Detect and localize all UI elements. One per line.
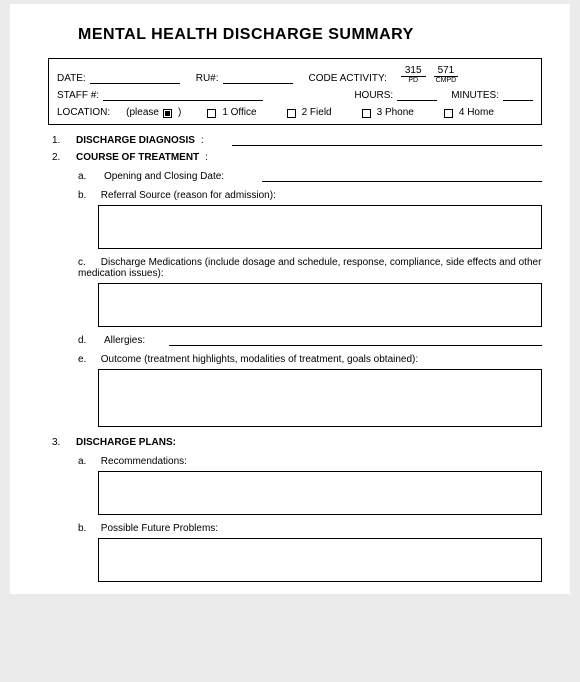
s2a-text: Opening and Closing Date: (104, 171, 224, 182)
s2c-letter: c. (78, 257, 98, 268)
s2a: a. Opening and Closing Date: (78, 171, 542, 182)
staff-label: STAFF #: (57, 90, 99, 101)
header-box: DATE: RU#: CODE ACTIVITY: 315 PD 571 CMP… (48, 58, 542, 125)
s2c-textbox[interactable] (98, 283, 542, 327)
s2e-textbox[interactable] (98, 369, 542, 427)
header-row-3: LOCATION: (please ) 1 Office 2 Field 3 P… (57, 107, 533, 118)
s3b: b. Possible Future Problems: (78, 523, 542, 534)
s3a-text: Recommendations: (101, 456, 187, 467)
header-row-1: DATE: RU#: CODE ACTIVITY: 315 PD 571 CMP… (57, 65, 533, 84)
code-2-value: 571 (434, 65, 459, 77)
code-activity-label: CODE ACTIVITY: (309, 73, 387, 84)
s2-num: 2. (52, 152, 70, 163)
s2d-letter: d. (78, 335, 98, 346)
code-activity-1: 315 PD (401, 65, 426, 84)
s3-label: DISCHARGE PLANS: (76, 437, 176, 448)
s2b-textbox[interactable] (98, 205, 542, 249)
s3b-text: Possible Future Problems: (101, 523, 218, 534)
s2d-field[interactable] (169, 335, 542, 346)
code-1-sub: PD (408, 77, 418, 84)
hours-field[interactable] (397, 90, 437, 101)
form-page: MENTAL HEALTH DISCHARGE SUMMARY DATE: RU… (10, 4, 570, 594)
s3a: a. Recommendations: (78, 456, 542, 467)
location-label: LOCATION: (57, 107, 110, 118)
s2c-text: Discharge Medications (include dosage an… (78, 257, 541, 279)
minutes-field[interactable] (503, 90, 533, 101)
hours-label: HOURS: (354, 90, 393, 101)
section-1: 1. DISCHARGE DIAGNOSIS: (52, 135, 542, 146)
s2d: d. Allergies: (78, 335, 542, 346)
minutes-label: MINUTES: (451, 90, 499, 101)
s1-label: DISCHARGE DIAGNOSIS (76, 135, 195, 146)
page-title: MENTAL HEALTH DISCHARGE SUMMARY (78, 26, 542, 44)
code-1-value: 315 (401, 65, 426, 77)
location-opt2-label: 2 Field (302, 107, 332, 118)
ru-label: RU#: (196, 73, 219, 84)
s2b-letter: b. (78, 190, 98, 201)
s1-num: 1. (52, 135, 70, 146)
location-opt1-checkbox[interactable] (207, 109, 216, 118)
date-label: DATE: (57, 73, 86, 84)
ru-field[interactable] (223, 73, 293, 84)
s2b-text: Referral Source (reason for admission): (101, 190, 276, 201)
header-row-2: STAFF #: HOURS: MINUTES: (57, 90, 533, 101)
location-opt2-checkbox[interactable] (287, 109, 296, 118)
please-checkbox[interactable] (163, 109, 172, 118)
location-opt3-checkbox[interactable] (362, 109, 371, 118)
s2e-text: Outcome (treatment highlights, modalitie… (101, 354, 418, 365)
location-opt3-label: 3 Phone (377, 107, 414, 118)
s3a-textbox[interactable] (98, 471, 542, 515)
s1-field[interactable] (232, 135, 542, 146)
location-opt4-label: 4 Home (459, 107, 494, 118)
s3b-textbox[interactable] (98, 538, 542, 582)
location-opt1-label: 1 Office (222, 107, 256, 118)
s2c: c. Discharge Medications (include dosage… (78, 257, 542, 279)
s2-label: COURSE OF TREATMENT (76, 152, 199, 163)
section-2: 2. COURSE OF TREATMENT: a. Opening and C… (52, 152, 542, 427)
s3-num: 3. (52, 437, 70, 448)
s2b: b. Referral Source (reason for admission… (78, 190, 542, 201)
location-opt4-checkbox[interactable] (444, 109, 453, 118)
s2a-field[interactable] (262, 171, 542, 182)
date-field[interactable] (90, 73, 180, 84)
s2d-text: Allergies: (104, 335, 145, 346)
s3a-letter: a. (78, 456, 98, 467)
section-3: 3. DISCHARGE PLANS: a. Recommendations: … (52, 437, 542, 582)
staff-field[interactable] (103, 90, 263, 101)
s2e-letter: e. (78, 354, 98, 365)
please-open: (please (126, 107, 159, 118)
s2a-letter: a. (78, 171, 98, 182)
code-2-sub: CMPD (436, 77, 457, 84)
s3b-letter: b. (78, 523, 98, 534)
please-close: ) (178, 107, 181, 118)
code-activity-2: 571 CMPD (434, 65, 459, 84)
s2e: e. Outcome (treatment highlights, modali… (78, 354, 542, 365)
